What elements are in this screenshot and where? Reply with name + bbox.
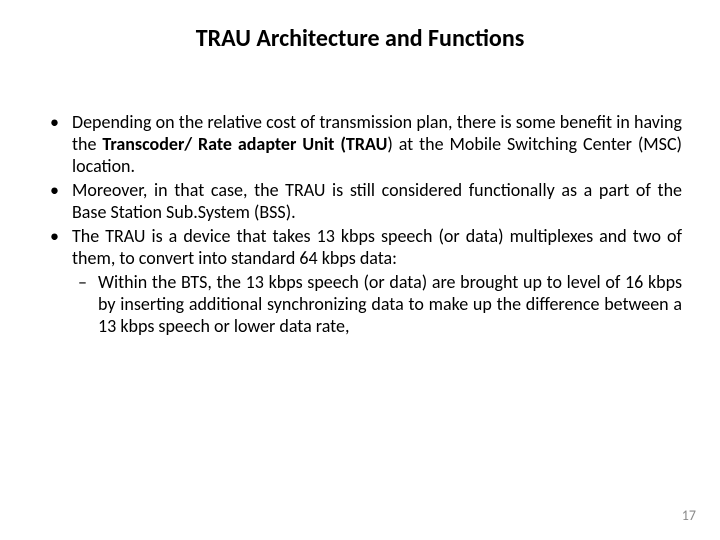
bullet-item: Moreover, in that case, the TRAU is stil… (44, 179, 682, 223)
bullet-item: The TRAU is a device that takes 13 kbps … (44, 225, 682, 337)
page-number: 17 (682, 507, 696, 524)
slide-body: Depending on the relative cost of transm… (38, 111, 682, 337)
slide: TRAU Architecture and Functions Dependin… (0, 0, 720, 540)
bullet-text-pre: Moreover, in that case, the TRAU is stil… (72, 179, 682, 223)
bullet-text-pre: The TRAU is a device that takes 13 kbps … (72, 225, 682, 269)
bullet-list: Depending on the relative cost of transm… (44, 111, 682, 337)
slide-title: TRAU Architecture and Functions (38, 24, 682, 53)
bullet-text-bold: Transcoder/ Rate adapter Unit (TRAU (102, 133, 387, 155)
bullet-item: Depending on the relative cost of transm… (44, 111, 682, 177)
sub-bullet-item: Within the BTS, the 13 kbps speech (or d… (72, 271, 682, 337)
sub-bullet-list: Within the BTS, the 13 kbps speech (or d… (72, 271, 682, 337)
sub-bullet-text: Within the BTS, the 13 kbps speech (or d… (98, 271, 682, 337)
